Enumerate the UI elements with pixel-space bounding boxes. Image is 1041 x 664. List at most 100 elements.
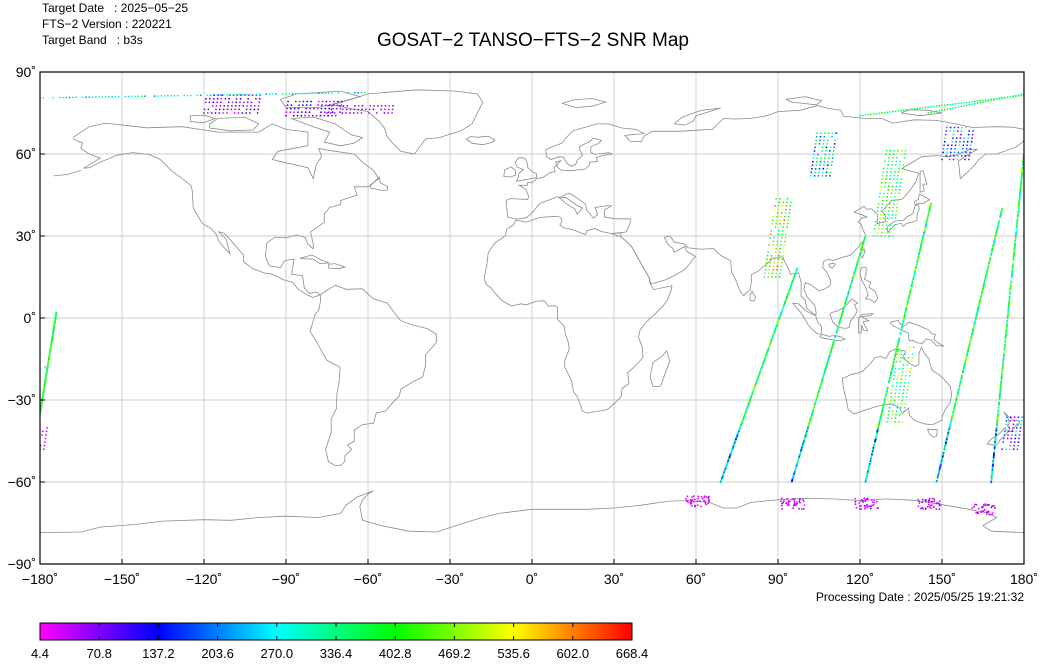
snr-point (1003, 434, 1006, 436)
snr-point (827, 157, 830, 160)
snr-point (292, 114, 295, 117)
snr-point (966, 140, 969, 143)
snr-point (877, 206, 879, 209)
snr-point (1006, 437, 1009, 440)
snr-point (1017, 416, 1020, 419)
snr-point (901, 396, 904, 398)
snr-point (203, 108, 206, 111)
snr-point (947, 430, 950, 433)
snr-point (250, 105, 252, 107)
snr-point (336, 104, 339, 106)
snr-point (249, 112, 251, 114)
snr-point (962, 140, 965, 143)
snr-point (905, 306, 908, 309)
coastline-eurasia (505, 105, 1024, 315)
coastline-borneo (829, 298, 859, 329)
snr-point (889, 174, 892, 177)
snr-point (769, 261, 772, 264)
snr-point (828, 153, 831, 156)
snr-point (949, 151, 952, 154)
snr-point (888, 153, 891, 156)
coastline-japan (886, 204, 920, 233)
snr-point (921, 506, 924, 509)
snr-point (765, 265, 767, 268)
snr-point (892, 153, 895, 156)
snr-point (888, 406, 891, 409)
snr-point (795, 504, 798, 506)
snr-point (265, 93, 268, 96)
snr-point (971, 133, 974, 136)
snr-point (870, 457, 872, 460)
snr-point (803, 504, 806, 506)
snr-point (898, 167, 900, 170)
snr-point (955, 137, 958, 140)
snr-point (816, 153, 819, 156)
snr-point (858, 505, 861, 508)
snr-point (766, 254, 769, 257)
snr-point (893, 228, 895, 230)
snr-point (967, 137, 970, 140)
snr-point (245, 112, 248, 114)
snr-point (887, 413, 890, 416)
snr-point (780, 215, 782, 218)
snr-point (855, 506, 858, 509)
snr-point (310, 100, 312, 103)
snr-point (895, 160, 898, 163)
snr-point (903, 313, 906, 316)
snr-point (134, 95, 137, 98)
snr-point (803, 438, 806, 441)
snr-point (327, 111, 330, 114)
snr-point (157, 95, 160, 97)
snr-point (779, 247, 781, 250)
snr-point (898, 337, 901, 340)
snr-point (85, 96, 87, 99)
snr-point (360, 112, 363, 114)
snr-point (1013, 416, 1016, 419)
snr-point (775, 272, 778, 275)
snr-point (791, 498, 794, 500)
snr-point (341, 112, 344, 114)
snr-point (767, 272, 770, 275)
snr-point (903, 385, 905, 388)
snr-point (892, 403, 895, 405)
snr-point (251, 94, 254, 97)
snr-point (826, 164, 829, 167)
snr-point (170, 94, 173, 97)
snr-point (980, 510, 983, 512)
snr-point (864, 507, 866, 510)
snr-point (330, 108, 333, 111)
snr-point (902, 319, 905, 322)
snr-point (784, 215, 786, 218)
snr-point (685, 497, 687, 500)
snr-point (780, 237, 783, 239)
snr-point (704, 495, 706, 497)
snr-point (995, 426, 998, 429)
snr-point (943, 144, 945, 147)
snr-point (1002, 362, 1005, 365)
snr-point (228, 97, 231, 100)
snr-point (285, 93, 287, 95)
snr-point (888, 377, 891, 379)
snr-point (224, 97, 227, 100)
snr-point (903, 381, 906, 384)
snr-point (691, 504, 693, 507)
snr-point (896, 381, 898, 384)
snr-point (331, 105, 333, 107)
snr-point (787, 501, 790, 504)
snr-point (1007, 430, 1010, 433)
snr-point (1012, 423, 1015, 426)
snr-point (894, 164, 897, 166)
snr-point (915, 263, 918, 266)
y-tick-label: 90˚ (16, 64, 36, 80)
snr-point (780, 265, 783, 268)
snr-point (913, 108, 916, 110)
snr-point (823, 160, 826, 163)
snr-point (392, 105, 394, 107)
snr-point (969, 147, 972, 150)
snr-point (899, 385, 902, 388)
snr-point (885, 174, 888, 177)
snr-point (878, 196, 881, 198)
snr-point (814, 400, 817, 403)
snr-point (793, 500, 796, 503)
snr-point (860, 505, 862, 507)
